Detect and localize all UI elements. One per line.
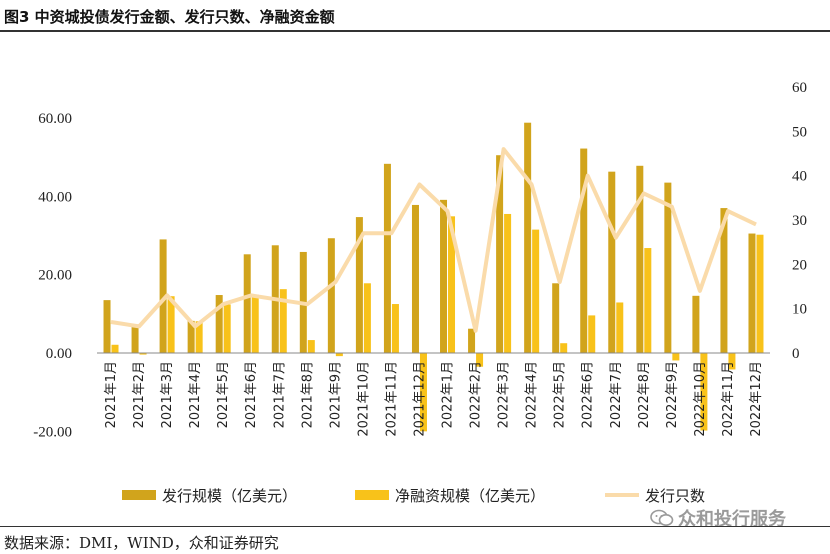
x-tick-label: 2021年7月 (272, 361, 287, 428)
bar-issuance (692, 295, 700, 353)
bar-issuance (103, 300, 111, 353)
legend-swatch (122, 490, 156, 500)
x-tick-label: 2021年1月 (104, 361, 119, 428)
line-issue-count (110, 147, 757, 333)
y-right-tick-label: 40 (792, 169, 807, 185)
y-right-tick-label: 60 (792, 80, 807, 96)
bar-issuance (187, 320, 195, 353)
y-left-tick-label: 60.00 (38, 111, 72, 127)
bar-issuance (496, 155, 504, 353)
bar-net-financing (616, 302, 624, 353)
bar-issuance (552, 283, 560, 353)
x-tick-label: 2021年2月 (132, 361, 147, 428)
bar-issuance (524, 122, 532, 353)
x-tick-label: 2022年3月 (497, 361, 512, 428)
bar-net-financing (391, 304, 399, 353)
legend-label: 净融资规模（亿美元） (395, 487, 545, 505)
bar-issuance (215, 295, 223, 353)
bar-issuance (580, 148, 588, 353)
legend-label: 发行规模（亿美元） (162, 487, 297, 505)
x-tick-label: 2021年4月 (188, 361, 203, 428)
x-tick-label: 2022年1月 (441, 361, 456, 428)
bar-net-financing (139, 353, 147, 355)
x-tick-label: 2022年12月 (749, 361, 764, 437)
title-divider (0, 30, 830, 32)
footer-divider (0, 526, 830, 527)
x-tick-label: 2022年11月 (721, 361, 736, 437)
bar-issuance (636, 165, 644, 353)
bar-issuance (131, 324, 139, 353)
x-tick-label: 2022年9月 (665, 361, 680, 428)
bar-net-financing (335, 353, 343, 357)
bar-net-financing (728, 353, 736, 370)
bar-net-financing (560, 343, 568, 353)
x-tick-label: 2022年8月 (637, 361, 652, 428)
bar-net-financing (504, 213, 512, 353)
bar-net-financing (111, 344, 119, 353)
x-tick-label: 2021年10月 (356, 361, 371, 437)
bar-issuance (411, 204, 419, 353)
x-tick-label: 2021年3月 (160, 361, 175, 428)
y-right-tick-label: 10 (792, 302, 807, 318)
watermark-text: 众和投行服务 (678, 509, 786, 530)
y-left-tick-label: 40.00 (38, 189, 72, 205)
bar-net-financing (700, 353, 708, 431)
bar-issuance (468, 328, 476, 353)
x-tick-label: 2021年12月 (412, 361, 427, 437)
bar-net-financing (588, 315, 596, 353)
bar-net-financing (756, 234, 764, 353)
bar-issuance (383, 163, 391, 353)
page-title: 图3 中资城投债发行金额、发行只数、净融资金额 (4, 8, 335, 26)
y-left-tick-label: 0.00 (46, 346, 72, 362)
y-left-tick-label: -20.00 (33, 424, 72, 440)
bar-issuance (608, 171, 616, 353)
x-tick-label: 2022年7月 (609, 361, 624, 428)
bar-net-financing (195, 321, 203, 353)
legend-label: 发行只数 (645, 487, 705, 505)
bar-issuance (243, 254, 251, 353)
x-tick-label: 2021年9月 (328, 361, 343, 428)
bar-issuance (748, 233, 756, 353)
bar-net-financing (307, 340, 315, 353)
bar-issuance (355, 217, 363, 353)
bar-net-financing (419, 353, 427, 432)
chart-area: -20.00 0.00 20.00 40.00 60.00 0 10 20 30 40 50 60 20… (33, 80, 807, 505)
x-tick-label: 2022年5月 (553, 361, 568, 428)
bar-net-financing (279, 289, 287, 353)
x-tick-label: 2022年4月 (525, 361, 540, 428)
y-left-tick-label: 20.00 (38, 268, 72, 284)
wechat-icon (650, 509, 674, 526)
bar-net-financing (672, 353, 680, 361)
x-tick-label: 2021年8月 (300, 361, 315, 428)
bar-net-financing (167, 296, 175, 353)
bar-net-financing (644, 248, 652, 353)
bar-net-financing (363, 283, 371, 353)
legend-swatch (355, 490, 389, 500)
y-right-tick-label: 20 (792, 257, 807, 273)
y-right-tick-label: 30 (792, 213, 807, 229)
watermark: 众和投行服务 (650, 505, 786, 531)
y-right-tick-label: 0 (792, 346, 800, 362)
bar-issuance (159, 239, 167, 353)
x-tick-label: 2022年10月 (693, 361, 708, 437)
bar-net-financing (251, 294, 259, 353)
bar-net-financing (223, 304, 231, 353)
bar-issuance (664, 182, 672, 353)
bar-issuance (720, 208, 728, 353)
y-right-tick-label: 50 (792, 124, 807, 140)
bar-issuance (327, 238, 335, 353)
x-tick-label: 2022年2月 (469, 361, 484, 428)
bar-net-financing (448, 216, 456, 353)
x-tick-label: 2021年6月 (244, 361, 259, 428)
source-note: 数据来源：DMI，WIND，众和证券研究 (4, 534, 279, 552)
x-tick-label: 2022年6月 (581, 361, 596, 428)
bar-net-financing (532, 229, 540, 353)
bar-issuance (440, 199, 448, 353)
x-tick-label: 2021年11月 (384, 361, 399, 437)
x-tick-label: 2021年5月 (216, 361, 231, 428)
bar-net-financing (476, 353, 484, 367)
